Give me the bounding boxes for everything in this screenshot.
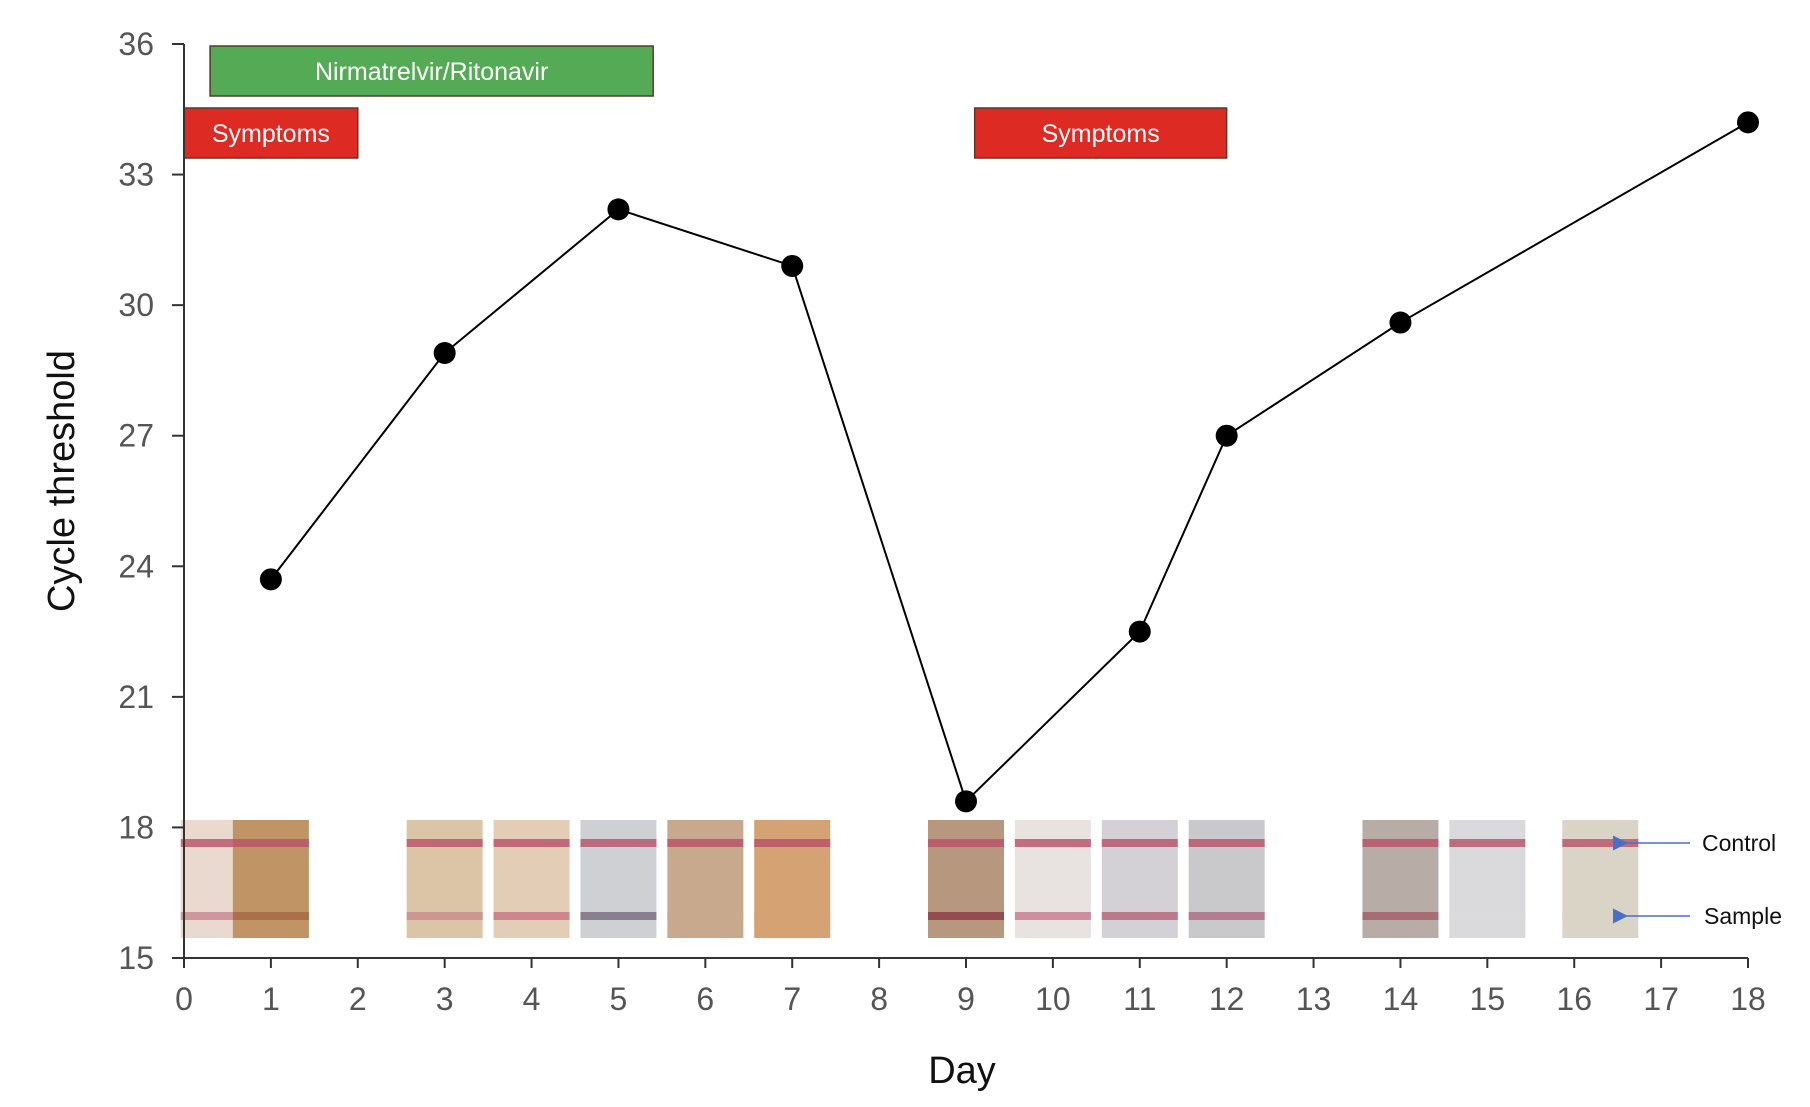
sample-label: Sample	[1704, 903, 1782, 929]
control-line	[580, 839, 657, 847]
control-line	[232, 839, 309, 847]
test-strip	[232, 820, 309, 938]
strip-legend: Control Sample	[1613, 830, 1782, 929]
test-strip	[493, 820, 570, 938]
sample-line	[928, 912, 1004, 920]
data-point	[781, 254, 804, 277]
annotation-bar-label: Nirmatrelvir/Ritonavir	[315, 58, 548, 86]
x-tick-label: 10	[1035, 981, 1071, 1017]
sample-line	[1188, 912, 1265, 920]
data-points	[259, 111, 1759, 813]
x-tick-label: 6	[696, 981, 714, 1017]
x-tick-label: 18	[1730, 981, 1766, 1017]
control-line	[754, 839, 831, 847]
x-axis-title: Day	[928, 1050, 996, 1092]
data-point	[433, 342, 456, 365]
control-line	[928, 839, 1004, 847]
x-tick-label: 15	[1470, 981, 1506, 1017]
x-tick-label: 14	[1383, 981, 1419, 1017]
test-strip	[1188, 820, 1265, 938]
data-point	[607, 198, 630, 221]
x-tick-label: 7	[783, 981, 801, 1017]
data-point	[259, 568, 282, 591]
control-line	[493, 839, 570, 847]
x-tick-label: 2	[349, 981, 367, 1017]
sample-line	[1101, 912, 1178, 920]
test-strip	[1449, 820, 1526, 938]
test-strip	[1101, 820, 1178, 938]
test-strip	[1362, 820, 1439, 938]
sample-line	[406, 912, 483, 920]
x-tick-label: 13	[1296, 981, 1332, 1017]
control-line	[406, 839, 483, 847]
x-tick-label: 11	[1123, 981, 1156, 1017]
sample-line	[754, 912, 831, 920]
sample-line	[1562, 912, 1639, 920]
control-line	[1188, 839, 1265, 847]
control-line	[1101, 839, 1178, 847]
annotation-bar	[973, 107, 1228, 159]
data-point	[1215, 424, 1238, 447]
sample-line	[1449, 912, 1526, 920]
test-strip	[580, 820, 657, 938]
control-line	[1562, 839, 1639, 847]
x-tick-label: 1	[262, 981, 280, 1017]
control-line	[1449, 839, 1526, 847]
control-line	[667, 839, 744, 847]
sample-line	[180, 912, 257, 920]
annotation-bar-label: Symptoms	[1042, 120, 1160, 148]
data-point	[1737, 111, 1759, 134]
x-tick-label: 9	[957, 981, 975, 1017]
test-strips	[180, 820, 1639, 938]
y-tick-label: 30	[118, 287, 154, 323]
annotation-bar	[183, 107, 359, 159]
sample-line	[1362, 912, 1439, 920]
control-line	[1362, 839, 1439, 847]
test-strip	[928, 820, 1004, 938]
x-tick-label: 17	[1643, 981, 1679, 1017]
x-tick-label: 12	[1209, 981, 1245, 1017]
series-line	[270, 121, 1749, 804]
test-strip	[667, 820, 744, 938]
sample-line	[493, 912, 570, 920]
y-tick-label: 15	[118, 940, 154, 976]
y-tick-label: 24	[118, 548, 154, 584]
y-tick-label: 18	[118, 809, 154, 845]
data-point	[1128, 620, 1151, 643]
data-point	[955, 790, 977, 813]
sample-line	[580, 912, 657, 920]
series-polyline	[270, 121, 1749, 804]
x-tick-label: 8	[870, 981, 888, 1017]
x-tick-label: 5	[610, 981, 628, 1017]
y-tick-label: 27	[118, 418, 154, 454]
sample-line	[232, 912, 309, 920]
x-tick-label: 0	[175, 981, 193, 1017]
y-tick-label: 36	[118, 26, 154, 62]
data-point	[1389, 311, 1412, 334]
control-line	[1014, 839, 1091, 847]
y-tick-label: 33	[118, 157, 154, 193]
test-strip	[1562, 820, 1639, 938]
x-tick-label: 3	[436, 981, 454, 1017]
control-label: Control	[1702, 830, 1776, 856]
test-strip	[406, 820, 483, 938]
y-axis-title: Cycle threshold	[41, 350, 83, 612]
x-tick-label: 16	[1556, 981, 1592, 1017]
annotation-bars: Nirmatrelvir/Ritonavir Symptoms Symptoms	[183, 45, 1228, 159]
sample-line	[1014, 912, 1091, 920]
annotation-bar-label: Symptoms	[212, 120, 330, 148]
sample-line	[667, 912, 744, 920]
y-tick-label: 21	[118, 679, 154, 715]
test-strip	[754, 820, 831, 938]
control-line	[180, 839, 257, 847]
annotation-bar	[209, 45, 654, 97]
x-tick-label: 4	[523, 981, 541, 1017]
test-strip	[1014, 820, 1091, 938]
